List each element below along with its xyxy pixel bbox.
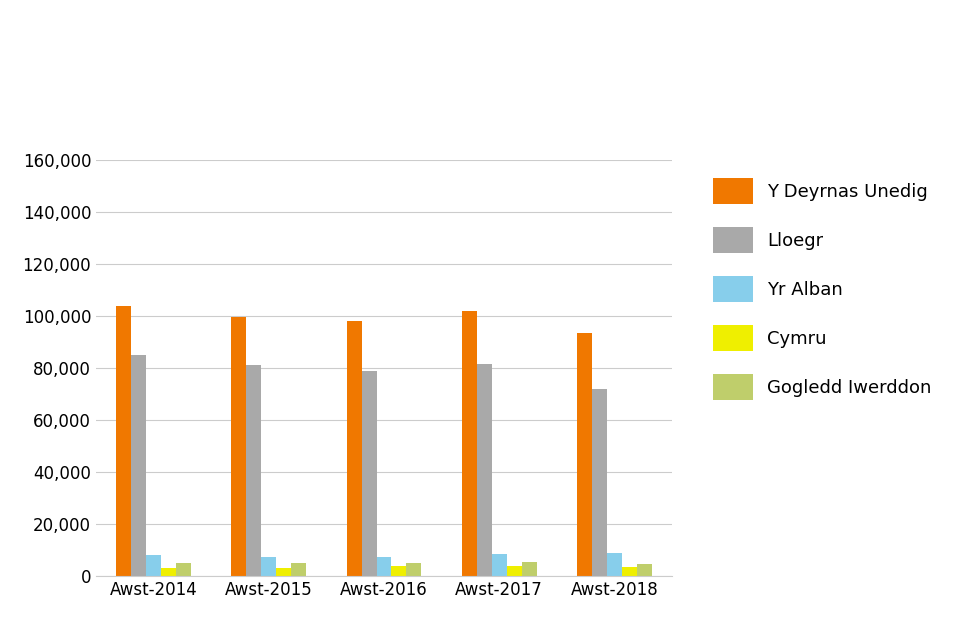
Bar [592,388,607,576]
Bar [636,564,652,576]
Bar [622,567,636,576]
Bar [276,568,291,576]
Bar [607,552,622,576]
Bar [146,555,161,576]
Bar [392,566,406,576]
Bar [376,557,392,576]
Bar [362,371,376,576]
Bar [116,305,132,576]
Bar [261,557,276,576]
Bar [521,562,537,576]
Bar [176,563,191,576]
Bar [577,333,592,576]
Bar [406,563,421,576]
Bar [347,321,362,576]
Bar [291,563,306,576]
Legend: Y Deyrnas Unedig, Lloegr, Yr Alban, Cymru, Gogledd Iwerddon: Y Deyrnas Unedig, Lloegr, Yr Alban, Cymr… [704,169,941,409]
Bar [132,355,146,576]
Bar [492,554,507,576]
Bar [507,566,521,576]
Bar [477,364,492,576]
Bar [462,311,477,576]
Bar [247,365,261,576]
Bar [161,568,176,576]
Bar [231,317,247,576]
